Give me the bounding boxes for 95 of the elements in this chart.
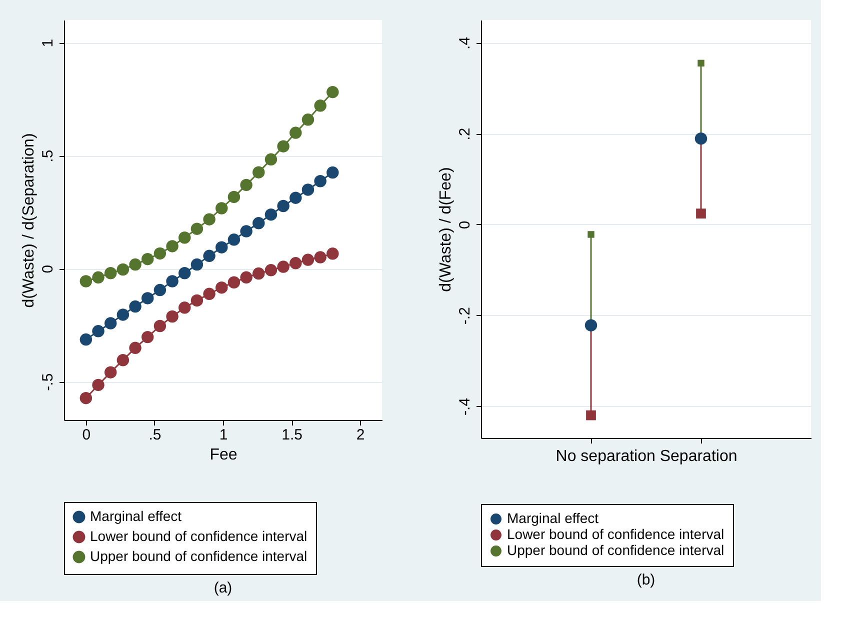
point xyxy=(264,153,278,166)
point xyxy=(166,240,178,252)
point xyxy=(252,217,265,230)
point xyxy=(80,392,92,404)
point xyxy=(190,222,204,235)
point xyxy=(92,378,104,392)
point xyxy=(277,260,290,273)
point xyxy=(584,319,598,332)
point xyxy=(252,267,265,280)
point xyxy=(302,254,314,266)
point xyxy=(141,292,154,304)
point xyxy=(116,354,130,366)
point xyxy=(129,342,142,354)
point xyxy=(92,325,104,338)
point xyxy=(104,366,117,378)
point xyxy=(190,258,204,271)
point xyxy=(104,317,117,330)
point xyxy=(326,166,339,179)
point xyxy=(116,263,130,276)
point xyxy=(216,281,228,294)
x-tick-label: 0 xyxy=(82,426,91,444)
point xyxy=(154,247,166,260)
x-axis-title: No separation Separation xyxy=(556,448,738,465)
point xyxy=(588,231,594,238)
point xyxy=(190,294,204,307)
point xyxy=(166,310,178,323)
point xyxy=(314,251,326,264)
point xyxy=(203,213,216,226)
x-tick-label: 1 xyxy=(219,426,228,444)
point xyxy=(203,250,216,262)
point xyxy=(240,271,252,284)
y-tick-label: -.5 xyxy=(40,373,56,391)
y-tick-label: 1 xyxy=(40,38,56,48)
point xyxy=(178,232,191,244)
point xyxy=(228,190,240,204)
y-tick-label: 0 xyxy=(456,220,474,230)
point xyxy=(252,166,265,178)
point xyxy=(326,86,339,98)
point xyxy=(326,248,339,260)
point xyxy=(698,60,704,67)
legend-label: Lower bound of confidence interval xyxy=(90,528,308,544)
point xyxy=(290,192,302,204)
point xyxy=(228,234,240,246)
text: (a) xyxy=(214,580,232,596)
point xyxy=(240,178,252,192)
point xyxy=(129,300,142,313)
point xyxy=(166,275,178,288)
point xyxy=(216,241,228,254)
legend-label: Marginal effect xyxy=(507,510,599,526)
point xyxy=(314,175,326,188)
point xyxy=(216,202,228,214)
y-tick-label: -.4 xyxy=(456,398,474,416)
legend-label: Upper bound of confidence interval xyxy=(507,542,724,558)
legend-label: Lower bound of confidence interval xyxy=(507,526,724,542)
point xyxy=(92,271,104,284)
point xyxy=(264,208,278,221)
text: (b) xyxy=(636,572,656,588)
point xyxy=(277,140,290,152)
point xyxy=(228,276,240,288)
point xyxy=(154,284,166,296)
y-tick-label: -.2 xyxy=(456,307,474,325)
point xyxy=(141,330,154,344)
point xyxy=(104,266,117,280)
point xyxy=(277,200,290,212)
x-tick-label: 1.5 xyxy=(282,426,302,444)
point xyxy=(290,126,302,139)
point xyxy=(264,264,278,276)
point xyxy=(178,266,191,280)
y-axis-title: d(Waste) / d(Fee) xyxy=(438,167,454,292)
point xyxy=(694,132,708,145)
point xyxy=(80,275,92,288)
point xyxy=(141,252,154,266)
y-tick-label: .5 xyxy=(40,150,56,162)
point xyxy=(302,114,314,126)
x-tick-label: .5 xyxy=(148,426,162,444)
point xyxy=(696,208,706,218)
point xyxy=(290,257,302,270)
y-axis-title: d(Waste) / d(Separation) xyxy=(20,133,38,308)
y-tick-label: .2 xyxy=(456,128,474,140)
x-axis-title: Fee xyxy=(210,446,238,464)
point xyxy=(80,333,92,346)
point xyxy=(314,100,326,112)
point xyxy=(116,308,130,321)
y-tick-label: 0 xyxy=(40,264,56,274)
point xyxy=(586,410,596,420)
legend-label: Marginal effect xyxy=(90,508,182,524)
point xyxy=(178,302,191,314)
point xyxy=(129,258,142,271)
point xyxy=(240,225,252,238)
legend-label: Upper bound of confidence interval xyxy=(90,548,308,564)
x-tick-label: 2 xyxy=(356,426,365,444)
point xyxy=(203,288,216,300)
point xyxy=(302,184,314,196)
y-tick-label: .4 xyxy=(456,36,474,50)
point xyxy=(154,320,166,332)
